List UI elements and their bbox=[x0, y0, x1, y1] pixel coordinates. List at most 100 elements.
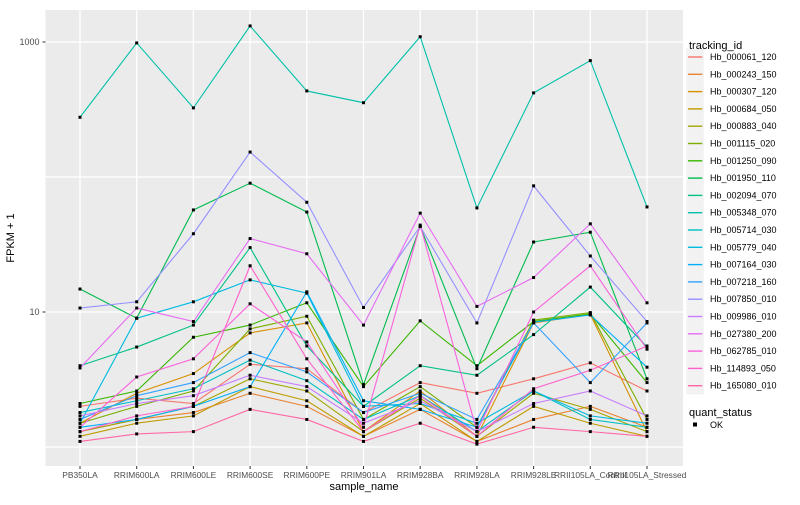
data-point bbox=[305, 314, 309, 318]
data-point bbox=[588, 254, 592, 258]
data-point bbox=[588, 313, 592, 317]
data-point bbox=[588, 285, 592, 289]
legend-item-label: Hb_062785_010 bbox=[710, 346, 777, 356]
legend-item-label: Hb_000307_120 bbox=[710, 87, 777, 97]
data-point bbox=[248, 24, 252, 28]
legend-item: Hb_027380_200 bbox=[686, 325, 777, 343]
x-tick-label: RRIM600PE bbox=[284, 470, 331, 480]
legend-item: Hb_165080_010 bbox=[686, 377, 777, 395]
data-point bbox=[135, 394, 139, 398]
data-point bbox=[191, 430, 195, 434]
data-point bbox=[588, 59, 592, 63]
data-point bbox=[645, 389, 649, 393]
data-point bbox=[135, 345, 139, 349]
data-point bbox=[78, 425, 82, 429]
data-point bbox=[191, 335, 195, 339]
data-point bbox=[248, 377, 252, 381]
data-point bbox=[532, 276, 536, 280]
data-point bbox=[191, 323, 195, 327]
legend-item-label: Hb_005779_040 bbox=[710, 242, 777, 252]
data-point bbox=[588, 421, 592, 425]
data-point bbox=[362, 323, 365, 327]
legend-item: Hb_000307_120 bbox=[686, 83, 777, 101]
legend-item: Hb_005779_040 bbox=[686, 238, 777, 256]
legend-item-label: Hb_114893_050 bbox=[710, 363, 776, 373]
data-point bbox=[191, 357, 195, 361]
data-point bbox=[475, 421, 479, 425]
data-point bbox=[418, 391, 422, 395]
data-point bbox=[475, 439, 479, 443]
legend-item-label: Hb_007218_160 bbox=[710, 277, 777, 287]
data-point bbox=[362, 101, 365, 105]
legend-tracking-id-title: tracking_id bbox=[689, 40, 742, 52]
data-point bbox=[532, 333, 536, 337]
legend-item-label: Hb_007850_010 bbox=[710, 294, 777, 304]
data-point bbox=[362, 404, 365, 408]
legend-item-label: Hb_009986_010 bbox=[710, 312, 777, 322]
ok-point-swatch bbox=[693, 422, 697, 427]
data-point bbox=[248, 150, 252, 154]
data-point bbox=[645, 381, 649, 385]
data-point bbox=[248, 362, 252, 366]
y-tick-label: 1000 bbox=[19, 37, 39, 47]
data-point bbox=[418, 223, 422, 227]
data-point bbox=[588, 417, 592, 421]
data-point bbox=[305, 399, 309, 403]
data-point bbox=[362, 430, 365, 434]
data-point bbox=[532, 240, 536, 244]
data-point bbox=[532, 377, 536, 381]
data-point bbox=[475, 417, 479, 421]
data-point bbox=[78, 417, 82, 421]
data-point bbox=[305, 357, 309, 361]
x-axis-title: sample_name bbox=[329, 481, 398, 493]
data-point bbox=[362, 421, 365, 425]
data-point bbox=[305, 417, 309, 421]
data-point bbox=[191, 232, 195, 236]
data-point bbox=[362, 434, 365, 438]
data-point bbox=[362, 417, 365, 421]
data-point bbox=[191, 320, 195, 324]
x-tick-label: RRIM928LE bbox=[511, 470, 557, 480]
x-tick-label: RRIM928LA bbox=[454, 470, 500, 480]
legend-item: Hb_009986_010 bbox=[686, 307, 777, 326]
data-point bbox=[135, 421, 139, 425]
data-point bbox=[588, 361, 592, 365]
data-point bbox=[248, 331, 252, 335]
data-point bbox=[191, 106, 195, 110]
data-point bbox=[191, 381, 195, 385]
legend-item: Hb_001250_090 bbox=[686, 152, 777, 170]
data-point bbox=[645, 344, 649, 348]
data-point bbox=[248, 278, 252, 282]
data-point bbox=[248, 181, 252, 185]
data-point bbox=[78, 430, 82, 434]
data-point bbox=[588, 389, 592, 393]
data-point bbox=[418, 389, 422, 393]
data-point bbox=[418, 364, 422, 368]
data-point bbox=[645, 414, 649, 418]
data-point bbox=[475, 442, 479, 446]
data-point bbox=[78, 439, 82, 443]
data-point bbox=[191, 389, 195, 393]
data-point bbox=[135, 375, 139, 379]
legend-item-label: Hb_001950_110 bbox=[710, 173, 776, 183]
data-point bbox=[135, 316, 139, 320]
legend-item: Hb_062785_010 bbox=[686, 342, 777, 360]
data-point bbox=[532, 402, 536, 406]
data-point bbox=[78, 287, 82, 291]
data-point bbox=[418, 211, 422, 215]
data-point bbox=[362, 425, 365, 429]
data-point bbox=[588, 430, 592, 434]
legend-item: Hb_000883_040 bbox=[686, 117, 777, 135]
data-point bbox=[645, 365, 649, 369]
data-point bbox=[532, 321, 536, 325]
data-point bbox=[135, 414, 139, 418]
data-point bbox=[248, 358, 252, 362]
data-point bbox=[248, 385, 252, 389]
legend-item: Hb_007850_010 bbox=[686, 290, 777, 308]
y-axis-title: FPKM + 1 bbox=[5, 213, 17, 262]
data-point bbox=[418, 407, 422, 411]
data-point bbox=[475, 434, 479, 438]
legend-item: Hb_005714_030 bbox=[686, 221, 777, 239]
data-point bbox=[418, 394, 422, 398]
